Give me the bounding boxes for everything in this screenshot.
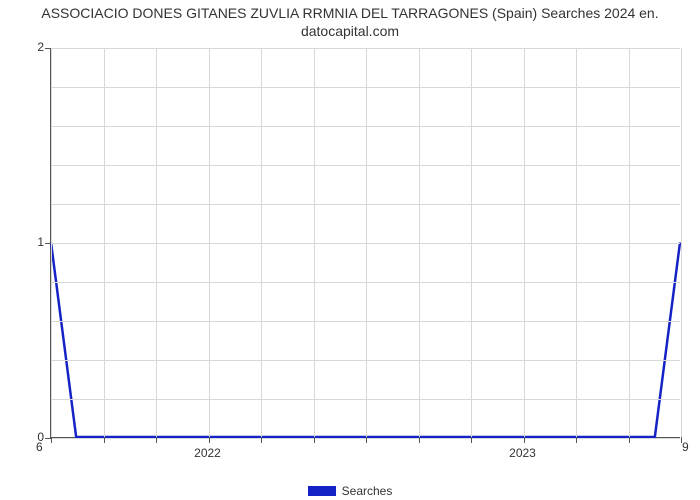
x-tick <box>576 437 577 443</box>
x-tick <box>524 437 525 443</box>
vgrid-line <box>104 48 105 437</box>
x-tick <box>314 437 315 443</box>
vgrid-line <box>314 48 315 437</box>
legend-label: Searches <box>342 484 393 498</box>
x-tick <box>104 437 105 443</box>
x-tick <box>471 437 472 443</box>
x-tick <box>419 437 420 443</box>
x-tick <box>156 437 157 443</box>
x-tick-label: 2023 <box>493 446 553 460</box>
chart-container: ASSOCIACIO DONES GITANES ZUVLIA RRMNIA D… <box>0 0 700 500</box>
vgrid-line <box>419 48 420 437</box>
vgrid-line <box>209 48 210 437</box>
vgrid-line <box>524 48 525 437</box>
x-tick <box>629 437 630 443</box>
vgrid-line <box>156 48 157 437</box>
vgrid-line <box>366 48 367 437</box>
secondary-left-label: 6 <box>36 440 56 454</box>
vgrid-line <box>51 48 52 437</box>
legend-swatch <box>308 486 336 496</box>
legend: Searches <box>0 484 700 498</box>
y-tick-label: 2 <box>14 40 44 54</box>
x-tick <box>366 437 367 443</box>
chart-title-line1: ASSOCIACIO DONES GITANES ZUVLIA RRMNIA D… <box>41 5 658 21</box>
secondary-right-label: 9 <box>682 440 700 454</box>
vgrid-line <box>681 48 682 437</box>
chart-title: ASSOCIACIO DONES GITANES ZUVLIA RRMNIA D… <box>0 4 700 40</box>
vgrid-line <box>471 48 472 437</box>
x-tick <box>261 437 262 443</box>
plot-area <box>50 48 680 438</box>
chart-title-line2: datocapital.com <box>301 23 399 39</box>
y-tick-label: 1 <box>14 235 44 249</box>
vgrid-line <box>576 48 577 437</box>
x-tick <box>209 437 210 443</box>
x-tick-label: 2022 <box>178 446 238 460</box>
vgrid-line <box>261 48 262 437</box>
vgrid-line <box>629 48 630 437</box>
